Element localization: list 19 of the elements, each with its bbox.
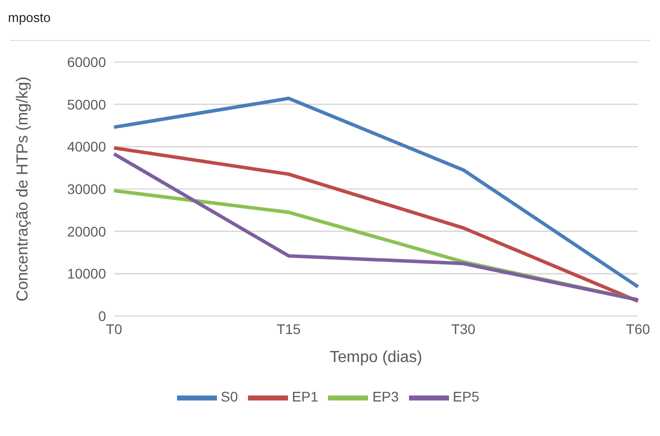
y-tick-label: 30000 [67, 180, 106, 197]
y-axis-title: Concentração de HTPs (mg/kg) [14, 76, 32, 302]
y-tick-label: 10000 [67, 266, 106, 282]
legend-label: EP5 [452, 388, 480, 405]
x-axis-title: Tempo (dias) [330, 349, 422, 366]
chart-title: mposto [8, 10, 51, 25]
legend-label: S0 [220, 388, 238, 405]
y-tick-label: 50000 [67, 96, 106, 112]
y-tick-label: 0 [98, 308, 106, 324]
x-tick-label: T15 [276, 320, 301, 337]
x-tick-label: T30 [451, 320, 476, 337]
line-series [112, 96, 640, 289]
x-tick-label: T60 [626, 320, 650, 337]
y-tick-label: 40000 [67, 138, 106, 155]
x-tick-label: T0 [106, 320, 122, 337]
legend-label: EP3 [372, 388, 399, 405]
y-tick-label: 60000 [67, 54, 106, 70]
y-tick-label: 20000 [67, 223, 106, 240]
legend-label: EP1 [292, 388, 318, 405]
